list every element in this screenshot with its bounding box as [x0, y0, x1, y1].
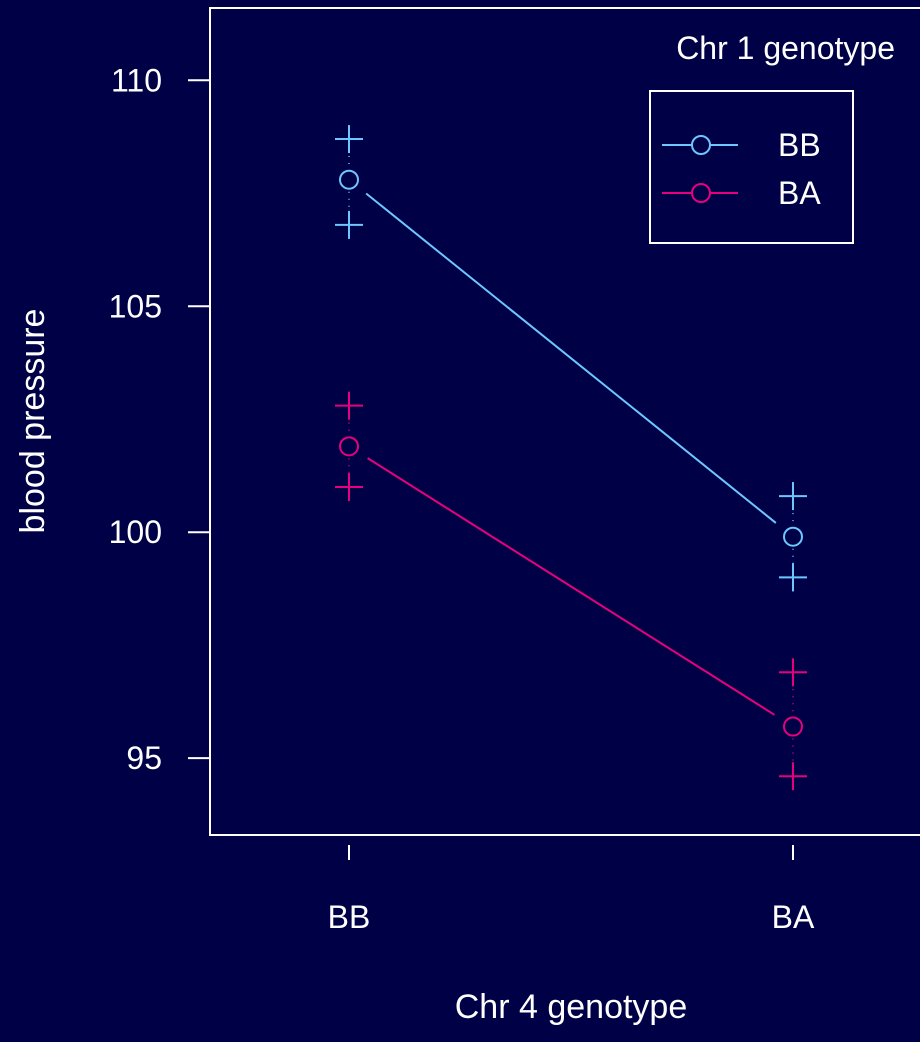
lower-marker [779, 563, 807, 592]
legend-label: BA [778, 175, 821, 211]
series-line [367, 457, 775, 716]
mean-point [339, 436, 359, 457]
mean-point [783, 716, 803, 737]
series-ba [335, 391, 807, 791]
upper-marker [335, 125, 363, 154]
legend-items: BB BA [662, 127, 821, 211]
y-axis: 95 100 105 110 [109, 62, 210, 776]
series-layer [335, 125, 807, 791]
legend-title: Chr 1 genotype [676, 30, 895, 66]
legend-box [649, 90, 854, 244]
y-tick-label: 95 [126, 740, 162, 776]
lower-marker [335, 473, 363, 502]
upper-marker [335, 391, 363, 420]
x-tick-label: BA [772, 899, 815, 935]
upper-marker [779, 482, 807, 511]
plot-frame [209, 7, 920, 836]
x-axis-title: Chr 4 genotype [455, 988, 688, 1026]
y-tick-label: 105 [109, 288, 162, 324]
series-line [365, 192, 777, 524]
legend-marker [691, 183, 711, 203]
upper-marker [779, 658, 807, 687]
lower-marker [779, 762, 807, 791]
series-bb [335, 125, 807, 592]
mean-point [339, 169, 359, 190]
x-axis: BB BA [328, 845, 815, 935]
mean-point [783, 526, 803, 547]
y-tick-label: 100 [109, 514, 162, 550]
legend-marker [691, 135, 711, 155]
lower-marker [335, 210, 363, 239]
y-tick-label: 110 [111, 62, 162, 98]
y-axis-title: blood pressure [14, 309, 52, 534]
x-tick-label: BB [328, 899, 371, 935]
legend-label: BB [778, 127, 821, 163]
